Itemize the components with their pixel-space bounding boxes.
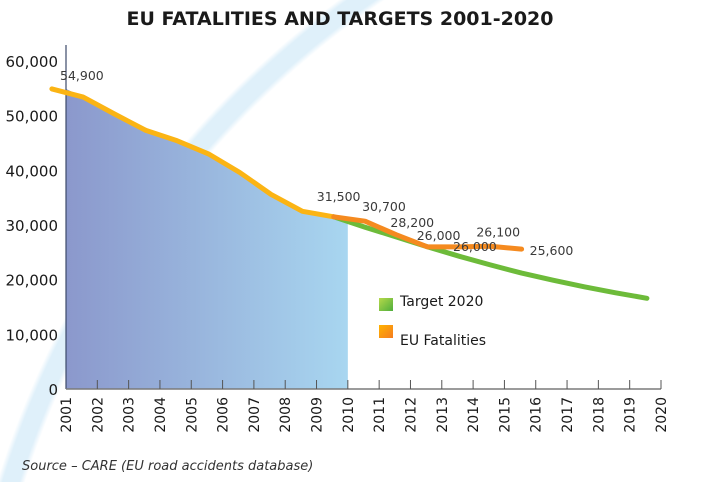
data-label: 26,000 [417, 228, 461, 243]
data-label: 54,900 [60, 68, 104, 83]
chart-title: EU FATALITIES AND TARGETS 2001-2020 [126, 8, 553, 30]
x-tick-label: 2014 [466, 397, 482, 433]
legend: Target 2020 EU Fatalities [379, 294, 486, 349]
series-line-target-2020 [331, 214, 650, 301]
source-note: Source – CARE (EU road accidents databas… [22, 459, 313, 474]
x-tick-label: 2004 [153, 397, 169, 433]
x-tick-label: 2020 [654, 397, 670, 433]
y-tick-label: 40,000 [6, 162, 59, 180]
y-tick-label: 0 [48, 381, 58, 399]
x-tick-label: 2005 [184, 397, 200, 433]
data-label: 26,000 [453, 239, 497, 254]
series-line-eu-fatalities-recent [331, 214, 525, 252]
x-tick-label: 2006 [216, 397, 232, 433]
x-tick-label: 2008 [278, 397, 294, 433]
x-tick-label: 2002 [90, 397, 106, 433]
y-tick-label: 60,000 [6, 53, 59, 71]
legend-swatch-fatalities [379, 325, 393, 338]
x-tick-label: 2007 [247, 397, 263, 433]
x-tick-label: 2015 [497, 397, 513, 433]
x-tick-label: 2003 [122, 397, 138, 433]
x-tick-label: 2017 [560, 397, 576, 433]
data-label: 26,100 [476, 224, 520, 239]
x-tick-label: 2012 [403, 397, 419, 433]
shaded-area [66, 88, 348, 390]
y-tick-labels: 0 10,000 20,000 30,000 40,000 50,000 60,000 [6, 53, 59, 399]
series-lines [49, 86, 650, 301]
legend-label-target: Target 2020 [399, 294, 483, 310]
x-tick-label: 2010 [341, 397, 357, 433]
data-label: 30,700 [362, 199, 406, 214]
series-line-eu-fatalities-historic [49, 86, 337, 220]
legend-item-target: Target 2020 [379, 294, 483, 311]
x-tick-label: 2013 [435, 397, 451, 433]
x-tick-label: 2016 [529, 397, 545, 433]
axes [65, 45, 662, 390]
x-tick-label: 2019 [623, 397, 639, 433]
x-tick-label: 2009 [310, 397, 326, 433]
y-tick-label: 10,000 [6, 326, 59, 344]
y-tick-label: 20,000 [6, 272, 59, 290]
data-labels: 54,90031,50030,70028,20026,00026,00026,1… [60, 68, 573, 258]
legend-item-fatalities: EU Fatalities [379, 325, 486, 349]
data-label: 28,200 [390, 215, 434, 230]
x-tick-label: 2001 [59, 397, 75, 433]
legend-swatch-target [379, 298, 393, 311]
x-tick-label: 2018 [591, 397, 607, 433]
data-label: 31,500 [317, 189, 361, 204]
y-tick-label: 30,000 [6, 217, 59, 235]
y-tick-label: 50,000 [6, 108, 59, 126]
x-tick-labels: 2001 2002 2003 2004 2005 2006 2007 2008 2009 2010… [59, 397, 670, 433]
x-tick-label: 2011 [372, 397, 388, 433]
shaded-area-layer [66, 88, 348, 390]
legend-label-fatalities: EU Fatalities [400, 333, 486, 349]
data-label: 25,600 [530, 243, 574, 258]
